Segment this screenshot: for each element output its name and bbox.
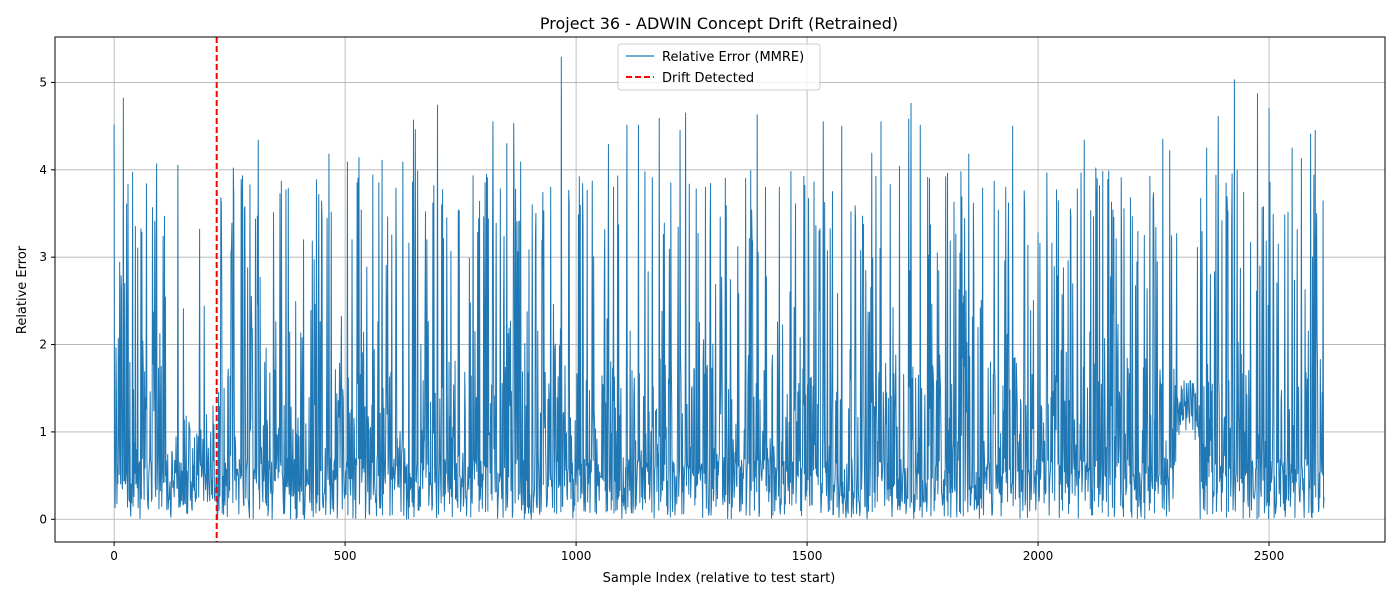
y-tick-label: 0 (39, 512, 47, 526)
legend-label-drift: Drift Detected (662, 71, 754, 86)
x-tick-label: 2000 (1023, 549, 1054, 563)
series-line-mmre (113, 56, 1325, 520)
x-tick-label: 500 (334, 549, 357, 563)
y-tick-label: 1 (39, 425, 47, 439)
series-layer (113, 56, 1325, 520)
y-tick-label: 2 (39, 338, 47, 352)
x-tick-label: 1500 (792, 549, 823, 563)
x-tick-label: 1000 (561, 549, 592, 563)
chart-title: Project 36 - ADWIN Concept Drift (Retrai… (540, 14, 898, 33)
x-tick-label: 2500 (1254, 549, 1285, 563)
legend-label-mmre: Relative Error (MMRE) (662, 50, 804, 65)
legend: Relative Error (MMRE) Drift Detected (617, 43, 821, 91)
x-axis-label: Sample Index (relative to test start) (603, 571, 836, 586)
plot-frame (54, 36, 1386, 543)
x-tick-label: 0 (110, 549, 118, 563)
y-axis-label: Relative Error (15, 245, 30, 334)
y-tick-label: 3 (39, 250, 47, 264)
y-tick-label: 4 (39, 163, 47, 177)
y-tick-label: 5 (39, 75, 47, 89)
y-axis-ticks: 0 1 2 3 4 5 (39, 75, 55, 526)
x-axis-ticks: 0 500 1000 1500 2000 2500 (110, 542, 1284, 563)
legend-box (617, 43, 821, 91)
